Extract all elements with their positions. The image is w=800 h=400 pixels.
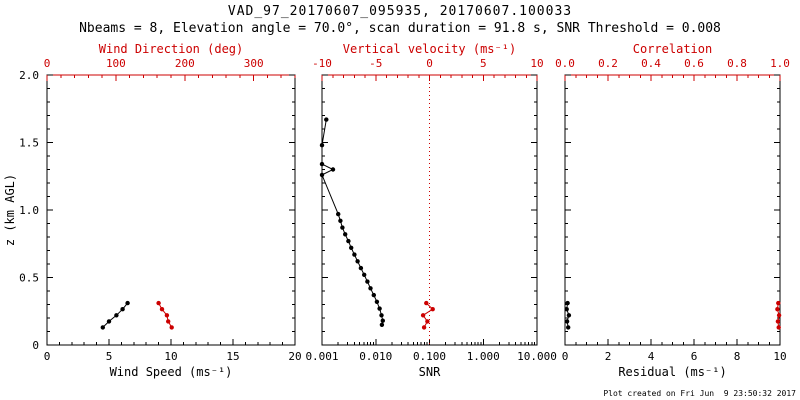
svg-text:15: 15 — [226, 350, 239, 363]
svg-text:10: 10 — [164, 350, 177, 363]
svg-text:0.010: 0.010 — [359, 350, 392, 363]
svg-text:200: 200 — [175, 57, 195, 70]
svg-text:-5: -5 — [369, 57, 382, 70]
svg-text:4: 4 — [648, 350, 655, 363]
svg-text:0: 0 — [562, 350, 569, 363]
svg-text:2.0: 2.0 — [19, 69, 39, 82]
svg-text:0.0: 0.0 — [555, 57, 575, 70]
svg-text:0.6: 0.6 — [684, 57, 704, 70]
svg-text:0.100: 0.100 — [413, 350, 446, 363]
svg-text:5: 5 — [106, 350, 113, 363]
svg-text:Wind Direction (deg): Wind Direction (deg) — [99, 42, 244, 56]
panel-snr: 0.001 0.010 0.100 1.000 10.000 SNR -10 -5 0 5 10 Ve… — [305, 42, 556, 379]
plot-title: VAD_97_20170607_095935, 20170607.100033 — [227, 4, 573, 19]
svg-text:0.001: 0.001 — [305, 350, 338, 363]
svg-text:1.0: 1.0 — [19, 204, 39, 217]
svg-text:0: 0 — [44, 350, 51, 363]
svg-text:1.5: 1.5 — [19, 137, 39, 150]
svg-text:Correlation: Correlation — [633, 42, 712, 56]
svg-text:0.4: 0.4 — [641, 57, 661, 70]
svg-text:0: 0 — [32, 339, 39, 352]
svg-text:0.8: 0.8 — [727, 57, 747, 70]
svg-text:1.000: 1.000 — [467, 350, 500, 363]
svg-text:300: 300 — [244, 57, 264, 70]
svg-text:6: 6 — [691, 350, 698, 363]
panel-wind: 0 0.5 1.0 1.5 2.0 0 5 10 15 20 Wind Speed (ms⁻¹) 0 1… — [19, 42, 302, 379]
svg-text:Wind Speed (ms⁻¹): Wind Speed (ms⁻¹) — [110, 365, 233, 379]
svg-text:Vertical velocity (ms⁻¹): Vertical velocity (ms⁻¹) — [343, 42, 516, 56]
svg-text:0.2: 0.2 — [598, 57, 618, 70]
svg-text:0: 0 — [44, 57, 51, 70]
series-wind-speed — [100, 300, 130, 330]
series-residual — [564, 300, 572, 330]
svg-text:10: 10 — [773, 350, 786, 363]
svg-text:0.5: 0.5 — [19, 272, 39, 285]
svg-text:-10: -10 — [312, 57, 332, 70]
series-vertical-velocity — [420, 300, 435, 330]
svg-text:100: 100 — [106, 57, 126, 70]
svg-text:SNR: SNR — [419, 365, 441, 379]
svg-text:2: 2 — [605, 350, 612, 363]
series-correlation — [775, 300, 782, 330]
svg-text:1.0: 1.0 — [770, 57, 790, 70]
panel-residual: 0 2 4 6 8 10 Residual (ms⁻¹) 0.0 0.2 0.4 0.6 0.8 1.0… — [555, 42, 790, 379]
svg-text:10: 10 — [530, 57, 543, 70]
svg-text:0: 0 — [426, 57, 433, 70]
svg-text:5: 5 — [480, 57, 487, 70]
series-wind-direction — [156, 300, 174, 330]
svg-text:10.000: 10.000 — [517, 350, 557, 363]
svg-text:8: 8 — [734, 350, 741, 363]
series-snr-profile — [319, 117, 385, 327]
plot-subtitle: Nbeams = 8, Elevation angle = 70.0°, sca… — [79, 21, 721, 36]
svg-text:20: 20 — [288, 350, 301, 363]
svg-text:z (km AGL): z (km AGL) — [3, 174, 17, 246]
svg-text:Residual (ms⁻¹): Residual (ms⁻¹) — [618, 365, 726, 379]
plot-created-timestamp: Plot created on Fri Jun 9 23:50:32 2017 — [603, 389, 796, 398]
